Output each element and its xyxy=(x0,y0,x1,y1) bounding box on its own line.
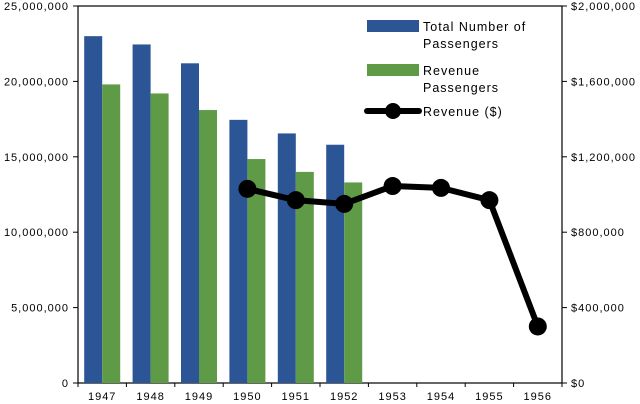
left-tick-label: 0 xyxy=(62,378,69,390)
legend-swatch-revenue-marker xyxy=(385,103,401,119)
bar-total-passengers-1950 xyxy=(229,119,248,383)
revenue-point-1955 xyxy=(480,191,499,210)
revenue-point-1953 xyxy=(383,177,402,196)
x-tick-label-1956: 1956 xyxy=(524,391,552,403)
legend-label-revenue-passengers-line1: Revenue xyxy=(423,64,480,78)
revenue-point-1954 xyxy=(432,178,450,197)
right-tick-label: $2,000,000 xyxy=(571,1,636,13)
right-tick-label: $400,000 xyxy=(571,303,625,315)
left-tick-label: 25,000,000 xyxy=(4,1,69,13)
bar-total-passengers-1948 xyxy=(132,44,151,383)
left-tick-label: 10,000,000 xyxy=(4,227,69,239)
x-tick-label-1951: 1951 xyxy=(282,391,310,403)
bar-revenue-passengers-1951 xyxy=(295,171,314,383)
bar-series-group xyxy=(84,36,363,384)
x-tick-label-1954: 1954 xyxy=(427,391,455,403)
right-tick-label: $1,200,000 xyxy=(571,152,636,164)
left-tick-label: 20,000,000 xyxy=(4,76,69,88)
bar-revenue-passengers-1949 xyxy=(199,110,217,383)
x-tick-label-1947: 1947 xyxy=(88,391,116,403)
right-tick-label: $800,000 xyxy=(571,227,625,239)
x-tick-label-1952: 1952 xyxy=(330,391,358,403)
right-axis: $0 $400,000 $800,000 $1,200,000 $1,600,000 $2… xyxy=(562,1,636,390)
left-tick-label: 15,000,000 xyxy=(4,152,69,164)
legend-label-total-line1: Total Number of xyxy=(423,20,526,34)
x-tick-label-1949: 1949 xyxy=(185,391,213,403)
legend-label-total-line2: Passengers xyxy=(423,37,499,51)
bar-revenue-passengers-1952 xyxy=(344,182,363,383)
left-tick-label: 5,000,000 xyxy=(11,303,69,315)
right-tick-label: $1,600,000 xyxy=(571,76,636,88)
bar-revenue-passengers-1947 xyxy=(102,84,121,383)
bar-revenue-passengers-1948 xyxy=(150,93,169,384)
revenue-point-1952 xyxy=(335,194,354,213)
revenue-point-1956 xyxy=(528,317,547,336)
legend-label-revenue: Revenue ($) xyxy=(423,105,503,119)
x-tick-label-1948: 1948 xyxy=(136,391,164,403)
bar-total-passengers-1947 xyxy=(84,36,103,383)
x-tick-label-1953: 1953 xyxy=(378,391,406,403)
left-axis: 0 5,000,000 10,000,000 15,000,000 20,000,000… xyxy=(4,1,78,390)
revenue-point-1950 xyxy=(238,179,257,198)
legend-swatch-revenue-passengers xyxy=(367,64,419,76)
x-tick-label-1950: 1950 xyxy=(233,391,261,403)
bar-total-passengers-1951 xyxy=(277,133,296,383)
legend-label-revenue-passengers-line2: Passengers xyxy=(423,81,499,95)
bar-revenue-passengers-1950 xyxy=(247,159,266,383)
line-series-group xyxy=(238,177,547,336)
x-tick-label-1955: 1955 xyxy=(475,391,503,403)
revenue-point-1951 xyxy=(286,191,305,210)
right-tick-label: $0 xyxy=(571,378,585,390)
legend: Total Number of Passengers Revenue Passe… xyxy=(364,20,526,119)
bar-total-passengers-1952 xyxy=(326,144,345,383)
legend-swatch-total-passengers xyxy=(367,20,419,32)
bar-total-passengers-1949 xyxy=(181,63,199,383)
x-axis: 1947 1948 1949 1950 1951 1952 1953 1954 1955 1956 xyxy=(77,383,563,403)
